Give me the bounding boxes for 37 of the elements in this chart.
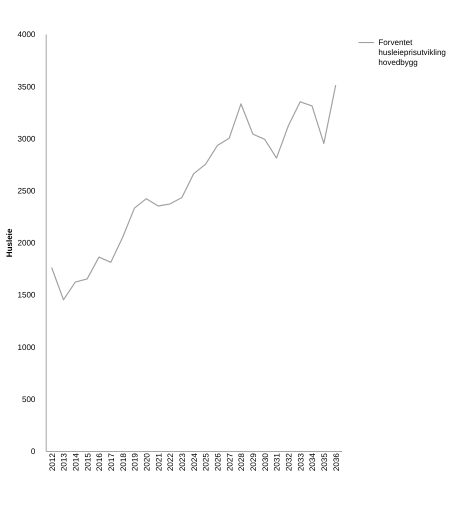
x-tick-label: 2020 <box>142 452 152 472</box>
x-tick-label: 2036 <box>332 452 341 472</box>
x-tick-label: 2027 <box>225 452 234 472</box>
x-tick-label: 2012 <box>48 452 57 472</box>
x-tick-label: 2026 <box>213 452 222 472</box>
x-tick-label: 2013 <box>60 452 69 472</box>
y-axis-title: Husleie <box>5 228 14 258</box>
x-tick-label: 2014 <box>71 452 80 472</box>
x-tick-label: 2024 <box>190 452 199 472</box>
x-tick-label: 2034 <box>308 452 318 472</box>
x-tick-label: 2018 <box>118 452 128 472</box>
line-series <box>51 84 336 300</box>
x-tick-label: 2023 <box>178 452 187 472</box>
x-tick-label: 2032 <box>284 452 294 472</box>
y-tick-label: 500 <box>22 394 36 404</box>
y-tick-label: 4000 <box>18 30 36 40</box>
y-tick-label: 2500 <box>18 186 36 196</box>
x-tick-label: 2033 <box>296 452 306 472</box>
x-tick-label: 2019 <box>130 452 140 472</box>
y-tick-label: 3500 <box>18 82 36 92</box>
x-tick-label: 2025 <box>202 452 211 472</box>
x-tick-label: 2015 <box>83 452 92 472</box>
y-tick-label: 0 <box>30 447 36 456</box>
x-tick-label: 2031 <box>272 452 282 472</box>
y-tick-label: 2000 <box>18 238 36 248</box>
y-tick-label: 3000 <box>18 134 36 144</box>
x-tick-label: 2035 <box>320 452 329 472</box>
y-tick-label: 1500 <box>18 290 36 300</box>
x-tick-label: 2029 <box>248 452 258 472</box>
legend-label: Forventet husleieprisutvikling hovedbygg <box>378 38 446 67</box>
x-tick-label: 2017 <box>106 452 116 472</box>
x-tick-label: 2016 <box>95 452 104 472</box>
x-tick-label: 2028 <box>237 452 246 472</box>
x-tick-label: 2030 <box>260 452 270 472</box>
x-tick-label: 2021 <box>154 452 164 472</box>
y-tick-label: 1000 <box>18 342 36 352</box>
x-tick-label: 2022 <box>166 452 176 472</box>
